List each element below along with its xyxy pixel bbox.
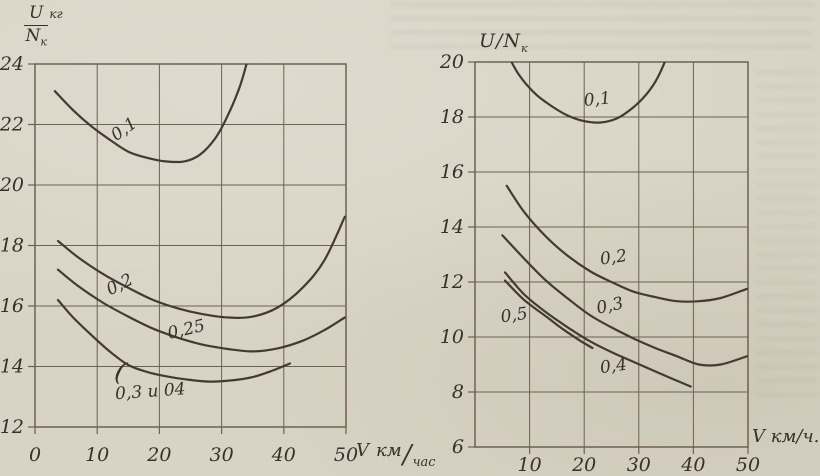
- curve-0,5: [503, 279, 594, 350]
- curve-0,4: [503, 271, 692, 388]
- curve-label-0,2: 0,2: [599, 246, 629, 270]
- curve-0,3: [501, 234, 748, 367]
- curve-label-0,5: 0,5: [499, 304, 529, 328]
- x-tick-label: 10: [518, 454, 542, 476]
- right-chart: 10 20 30 40 50 6 8 10 12 14 16 18 20 0,1 0,2 0,3 0,4 0,5: [439, 51, 760, 476]
- curve-label-0,1: 0,1: [583, 88, 612, 111]
- y-tick-label: 8: [452, 381, 464, 403]
- y-tick-label: 14: [440, 216, 464, 238]
- y-tick-label: 20: [439, 51, 464, 73]
- x-tick-label: 0: [29, 444, 41, 466]
- y-tick-label: 16: [440, 161, 464, 183]
- y-tick-label: 6: [452, 436, 464, 458]
- plot-frame: [34, 63, 347, 428]
- page-bleedthrough-top: [390, 2, 814, 52]
- x-label-unit-denominator: час: [412, 455, 436, 470]
- y-tick-label: 20: [0, 174, 24, 196]
- curve-label-0,3: 0,3: [595, 293, 626, 318]
- y-tick-label: 22: [0, 114, 24, 136]
- y-tick-label: 10: [440, 326, 464, 348]
- x-tick-label: 40: [271, 444, 296, 466]
- y-label-fraction: U Nк: [24, 4, 49, 49]
- curve-0,3 и 04: [56, 298, 292, 383]
- curve-label-0,3 и 04: 0,3 и 04: [115, 379, 187, 404]
- y-label-denominator: Nк: [25, 25, 47, 49]
- x-tick-label: 50: [334, 444, 358, 466]
- curve-0,1: [510, 62, 666, 124]
- left-chart-y-axis-label: U Nк кг: [24, 4, 63, 49]
- y-label-denominator-sub: к: [40, 35, 47, 49]
- y-tick-label: 12: [0, 416, 24, 438]
- curve-label-0,25: 0,25: [166, 316, 207, 344]
- x-tick-label: 30: [210, 444, 234, 466]
- x-label-unit-numerator: км: [376, 440, 402, 461]
- y-tick-label: 16: [0, 295, 24, 317]
- curve-0,25: [56, 268, 346, 353]
- y-tick-label: 24: [0, 53, 24, 75]
- x-label-slash: /: [402, 440, 412, 470]
- curve-0,2: [56, 215, 346, 319]
- y-label-unit: кг: [49, 7, 63, 21]
- x-tick-label: 10: [85, 444, 109, 466]
- x-tick-label: 40: [680, 454, 705, 476]
- right-chart-x-axis-label: V км/ч.: [752, 426, 820, 447]
- y-tick-label: 12: [440, 271, 464, 293]
- x-label-symbol: V: [356, 440, 369, 461]
- curve-0,2: [505, 184, 748, 303]
- chart-canvas: 10 20 30 40 50 6 8 10 12 14 16 18 20 0,1 0,2 0,3 0,4 0,5: [439, 51, 760, 476]
- x-tick-label: 30: [627, 454, 651, 476]
- y-tick-label: 14: [0, 356, 24, 378]
- right-y-label-sub: к: [521, 41, 529, 55]
- right-chart-y-axis-label: U/Nк: [479, 30, 529, 55]
- page-bleedthrough-right: [756, 70, 818, 405]
- y-tick-label: 18: [440, 106, 464, 128]
- curve-label-0,2: 0,2: [103, 270, 136, 300]
- x-tick-label: 20: [571, 454, 596, 476]
- y-label-numerator: U: [24, 4, 49, 26]
- curve-0,1: [53, 64, 248, 164]
- plot-frame: [474, 61, 749, 448]
- left-chart: 0 10 20 30 40 50 12 14 16 18 20 22 24 0,1 0,2 0,25 0,3 и…: [0, 53, 358, 466]
- y-tick-label: 18: [0, 235, 24, 257]
- curve-label-0,4: 0,4: [599, 355, 629, 379]
- x-tick-label: 20: [146, 444, 171, 466]
- x-tick-label: 50: [736, 454, 760, 476]
